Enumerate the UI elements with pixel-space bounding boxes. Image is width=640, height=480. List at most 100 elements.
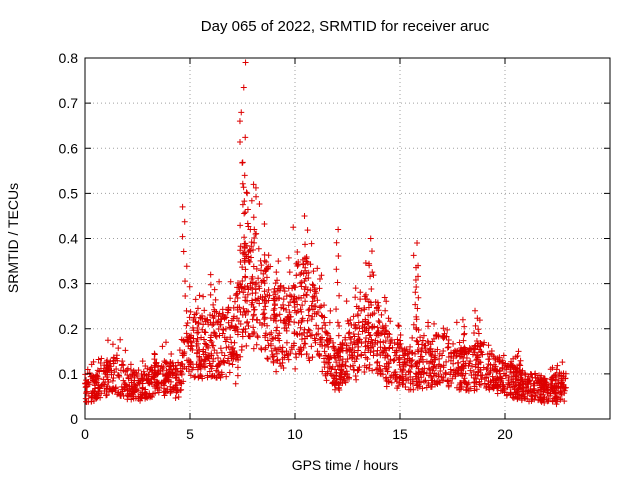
data-point (193, 361, 200, 368)
data-point (461, 330, 468, 337)
data-point (104, 337, 111, 344)
data-point (437, 368, 444, 375)
data-point (274, 356, 281, 363)
data-point (397, 332, 404, 339)
data-point (162, 389, 169, 396)
data-point (181, 338, 188, 345)
data-point (139, 384, 146, 391)
data-point (516, 367, 523, 374)
data-point (369, 269, 376, 276)
data-point (342, 336, 349, 343)
data-point (286, 269, 293, 276)
data-point (523, 384, 530, 391)
data-point (461, 344, 468, 351)
data-point (510, 368, 517, 375)
data-point (338, 366, 345, 373)
data-point (344, 318, 351, 325)
data-point (361, 349, 368, 356)
data-point (309, 281, 316, 288)
data-point (242, 134, 249, 141)
data-point (346, 334, 353, 341)
data-point (347, 340, 354, 347)
data-point (173, 374, 180, 381)
data-point (474, 372, 481, 379)
data-point (154, 363, 161, 370)
data-point (277, 317, 284, 324)
data-point (517, 381, 524, 388)
data-point (319, 368, 326, 375)
data-point (109, 377, 116, 384)
data-point (299, 302, 306, 309)
data-point (115, 345, 122, 352)
data-point (191, 314, 198, 321)
data-point (232, 380, 239, 387)
data-point (234, 364, 241, 371)
data-point (307, 287, 314, 294)
data-point (326, 335, 333, 342)
data-point (270, 295, 277, 302)
data-point (242, 266, 249, 273)
data-point (367, 235, 374, 242)
data-point (110, 384, 117, 391)
data-point (193, 350, 200, 357)
data-point (177, 369, 184, 376)
data-point (263, 258, 270, 265)
data-point (412, 276, 419, 283)
data-point (473, 338, 480, 345)
data-point (252, 296, 259, 303)
data-point (241, 172, 248, 179)
data-point (554, 394, 561, 401)
data-point (326, 363, 333, 370)
data-point (361, 369, 368, 376)
data-point (293, 260, 300, 267)
data-point (337, 353, 344, 360)
data-point (270, 358, 277, 365)
data-point (540, 381, 547, 388)
data-point (467, 385, 474, 392)
data-point (191, 374, 198, 381)
data-point (339, 340, 346, 347)
data-point (497, 387, 504, 394)
data-point (444, 326, 451, 333)
data-point (561, 398, 568, 405)
data-point (459, 316, 466, 323)
data-point (351, 333, 358, 340)
data-point (218, 349, 225, 356)
data-point (439, 377, 446, 384)
data-point (253, 265, 260, 272)
axis-ticks: 0 5 10 15 20 0 0.1 0.2 0.3 0.4 0.5 0.6 0.7 0.8 (59, 50, 610, 442)
data-point (186, 314, 193, 321)
data-point (238, 284, 245, 291)
data-point (272, 313, 279, 320)
data-point (260, 277, 267, 284)
data-point (280, 365, 287, 372)
data-point (397, 366, 404, 373)
data-point (261, 221, 268, 228)
data-point (382, 338, 389, 345)
data-point (476, 381, 483, 388)
data-point (431, 370, 438, 377)
data-point (209, 372, 216, 379)
data-point (532, 393, 539, 400)
data-point (172, 394, 179, 401)
data-point (462, 370, 469, 377)
data-point (281, 317, 288, 324)
data-point (345, 320, 352, 327)
data-point (239, 278, 246, 285)
data-point (440, 325, 447, 332)
data-point (292, 365, 299, 372)
data-point (312, 303, 319, 310)
data-point (454, 384, 461, 391)
data-point (303, 291, 310, 298)
data-point (213, 333, 220, 340)
data-point (431, 361, 438, 368)
data-point (510, 378, 517, 385)
data-point (343, 298, 350, 305)
data-point (414, 338, 421, 345)
data-point (513, 389, 520, 396)
data-point (463, 386, 470, 393)
data-point (287, 313, 294, 320)
data-point (275, 335, 282, 342)
data-point (483, 374, 490, 381)
data-point (240, 289, 247, 296)
